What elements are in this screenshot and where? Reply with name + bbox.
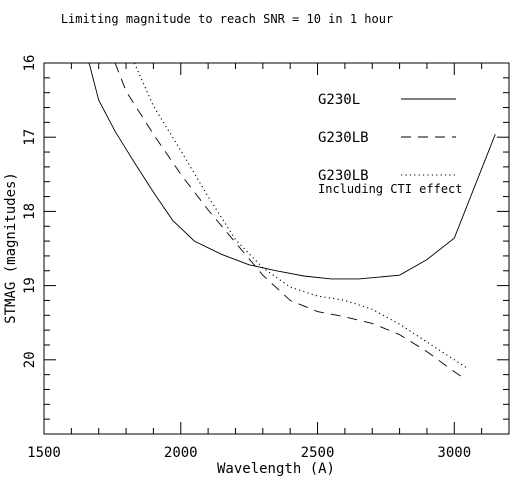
legend-label: G230L	[318, 92, 360, 108]
x-tick-label: 3000	[437, 445, 471, 461]
y-tick-label: 20	[22, 351, 38, 368]
legend-label: G230LB	[318, 130, 369, 146]
y-tick-label: 17	[22, 129, 38, 146]
x-tick-label: 2500	[301, 445, 335, 461]
axis-ticks	[43, 62, 510, 435]
x-tick-labels: 1500 2000 2500 3000	[27, 445, 471, 461]
y-tick-label: 16	[22, 55, 38, 72]
plot-frame	[43, 62, 510, 435]
y-tick-label: 19	[22, 277, 38, 294]
x-axis-label: Wavelength (A)	[217, 461, 335, 477]
x-tick-label: 2000	[164, 445, 198, 461]
legend-sublabel: Including CTI effect	[318, 182, 463, 196]
y-axis-label: STMAG (magnitudes)	[3, 172, 19, 324]
y-tick-label: 18	[22, 203, 38, 220]
series-line-dotted	[133, 63, 469, 370]
legend-label: G230LB	[318, 168, 369, 184]
chart-title: Limiting magnitude to reach SNR = 10 in …	[61, 12, 393, 26]
series-line-dashed	[114, 63, 466, 380]
y-tick-labels: 16 17 18 19 20	[22, 55, 38, 369]
x-tick-label: 1500	[27, 445, 61, 461]
series-layer	[88, 63, 496, 380]
series-line-solid	[88, 63, 496, 280]
